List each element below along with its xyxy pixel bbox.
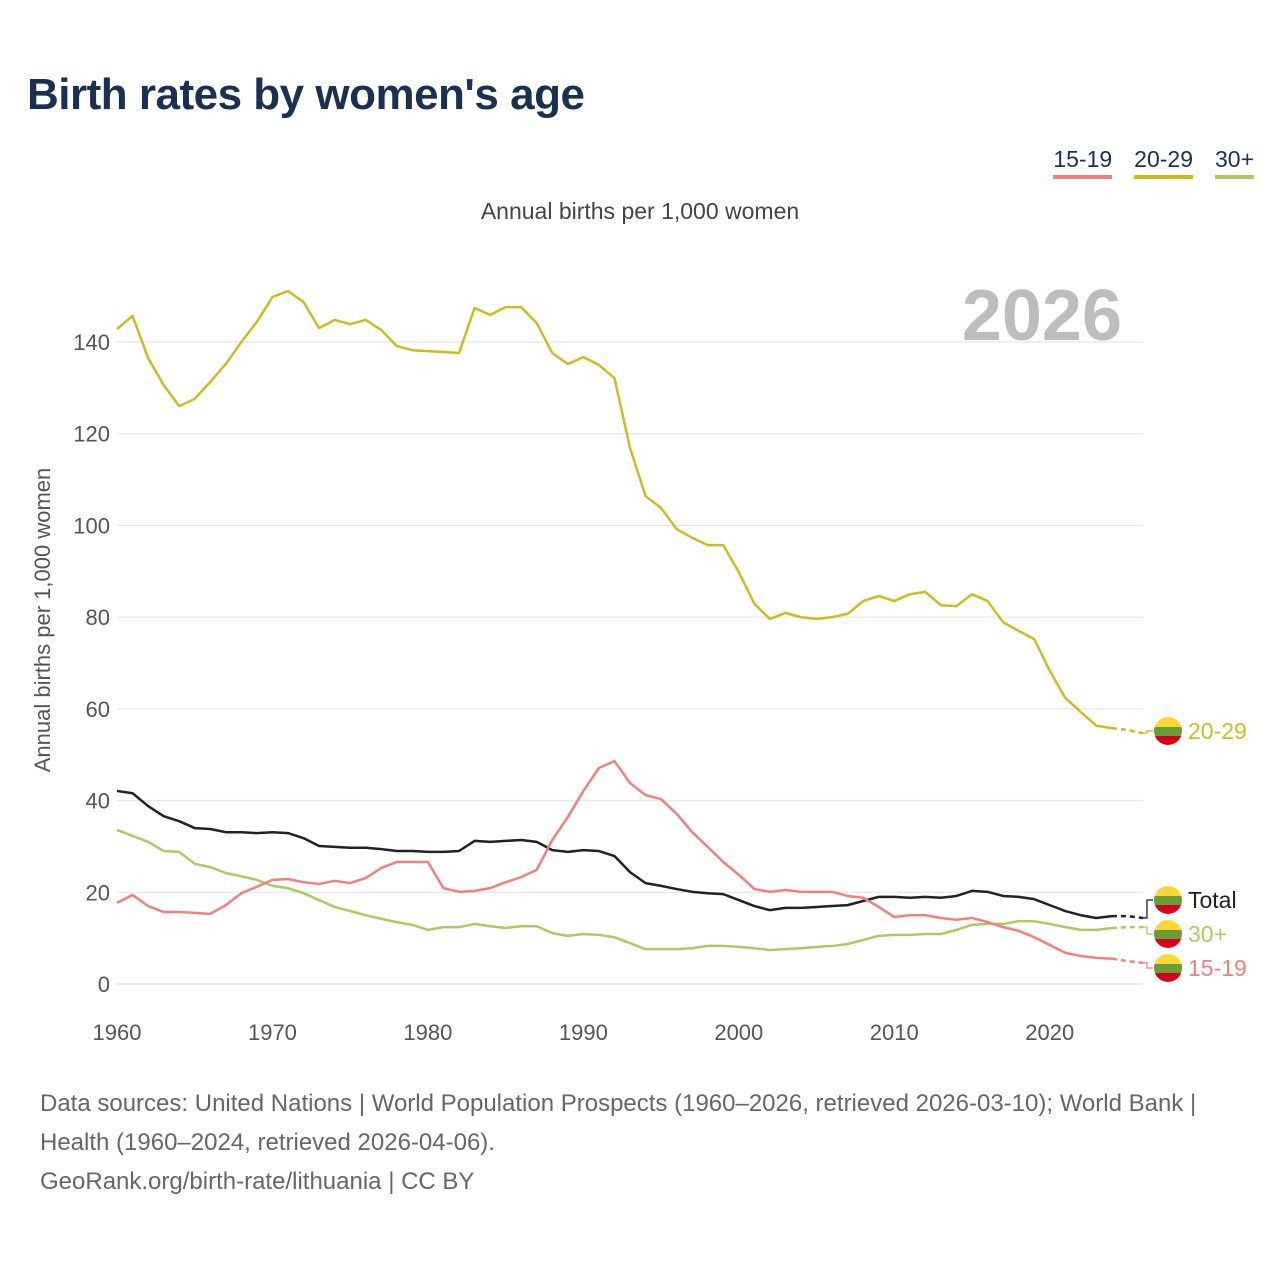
y-tick-label: 0 — [98, 972, 110, 997]
flag-green — [1154, 727, 1182, 736]
flag-red — [1154, 973, 1182, 982]
flag-red — [1154, 736, 1182, 745]
flag-stripes — [1154, 954, 1182, 982]
label-connector — [1143, 899, 1153, 919]
series-line-30+ — [116, 828, 1113, 952]
legend-item-20-29[interactable]: 20-29 — [1134, 146, 1193, 179]
x-tick-label: 2020 — [1025, 1020, 1074, 1045]
flag-green — [1154, 964, 1182, 973]
x-tick-label: 2010 — [870, 1020, 919, 1045]
legend-item-15-19[interactable]: 15-19 — [1053, 146, 1113, 179]
flag-red — [1154, 939, 1182, 948]
year-watermark: 2026 — [962, 276, 1122, 356]
x-tick-label: 1960 — [93, 1020, 142, 1045]
flag-yellow — [1154, 717, 1182, 727]
y-tick-label: 120 — [73, 422, 110, 447]
series-line-Total — [116, 789, 1113, 920]
flag-yellow — [1154, 886, 1182, 896]
flag-stripes — [1154, 920, 1182, 948]
end-label-15-19: 15-19 — [1188, 955, 1247, 981]
label-connector — [1143, 926, 1153, 935]
y-tick-label: 80 — [86, 605, 110, 630]
flag-stripes — [1154, 717, 1182, 745]
lithuania-flag-icon — [1154, 920, 1182, 948]
flag-yellow — [1154, 920, 1182, 930]
end-label-Total: Total — [1188, 887, 1237, 913]
y-tick-label: 20 — [86, 880, 110, 905]
x-tick-label: 1970 — [248, 1020, 297, 1045]
flag-green — [1154, 896, 1182, 905]
series-projection-30+ — [1111, 925, 1143, 930]
flag-green — [1154, 930, 1182, 939]
y-tick-label: 140 — [73, 330, 110, 355]
data-sources: Data sources: United Nations | World Pop… — [40, 1090, 1197, 1156]
flag-yellow — [1154, 954, 1182, 964]
flag-red — [1154, 905, 1182, 914]
chart-subtitle: Annual births per 1,000 women — [480, 198, 800, 224]
y-tick-label: 60 — [86, 697, 110, 722]
credit-link[interactable]: GeoRank.org/birth-rate/lithuania | CC BY — [40, 1168, 475, 1195]
footer: Data sources: United Nations | World Pop… — [40, 1084, 1240, 1201]
chart-title: Birth rates by women's age — [27, 70, 585, 119]
end-label-30+: 30+ — [1188, 921, 1227, 947]
x-tick-label: 1980 — [403, 1020, 452, 1045]
y-axis-label: Annual births per 1,000 women — [30, 468, 55, 773]
series-projection-15-19 — [1111, 957, 1144, 965]
y-tick-label: 40 — [86, 789, 110, 814]
lithuania-flag-icon — [1154, 954, 1182, 982]
legend: 15-19 20-29 30+ — [1053, 146, 1254, 179]
legend-item-30-plus[interactable]: 30+ — [1214, 146, 1254, 179]
series-line-15-19 — [116, 759, 1112, 961]
label-connector — [1143, 730, 1153, 734]
series-projection-Total — [1111, 914, 1144, 920]
series-line-20-29 — [116, 289, 1113, 730]
series-projection-20-29 — [1111, 726, 1144, 735]
lithuania-flag-icon — [1154, 717, 1182, 745]
y-tick-label: 100 — [73, 513, 110, 538]
x-tick-label: 1990 — [559, 1020, 608, 1045]
end-label-20-29: 20-29 — [1188, 718, 1247, 744]
flag-stripes — [1154, 886, 1182, 914]
x-tick-label: 2000 — [714, 1020, 763, 1045]
lithuania-flag-icon — [1154, 886, 1182, 914]
label-connector — [1143, 962, 1153, 969]
